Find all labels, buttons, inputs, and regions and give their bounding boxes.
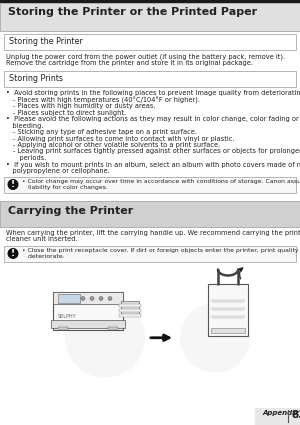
Bar	[0, 201, 300, 227]
Text: cleaner unit inserted.: cleaner unit inserted.	[6, 236, 78, 242]
Bar	[119, 309, 141, 312]
Text: •  Please avoid the following actions as they may result in color change, color : • Please avoid the following actions as …	[6, 116, 300, 122]
Bar	[58, 294, 80, 303]
Circle shape	[81, 297, 85, 300]
Circle shape	[90, 297, 94, 300]
Bar	[53, 292, 123, 303]
Text: Storing Prints: Storing Prints	[9, 74, 63, 83]
Bar	[212, 315, 244, 317]
Text: Storing the Printer or the Printed Paper: Storing the Printer or the Printed Paper	[8, 7, 257, 17]
Bar	[53, 292, 123, 329]
Text: Storing the Printer: Storing the Printer	[9, 37, 83, 46]
Text: •  Avoid storing prints in the following places to prevent image quality from de: • Avoid storing prints in the following …	[6, 90, 300, 96]
Bar	[119, 314, 141, 317]
Bar	[4, 34, 296, 50]
Text: SELPHY: SELPHY	[58, 314, 76, 318]
Bar	[212, 308, 244, 309]
Text: - Places with high temperatures (40°C/104°F or higher).: - Places with high temperatures (40°C/10…	[13, 96, 200, 104]
Bar	[211, 328, 245, 332]
Circle shape	[8, 248, 19, 259]
Text: Unplug the power cord from the power outlet (if using the battery pack, remove i: Unplug the power cord from the power out…	[6, 53, 285, 60]
Text: • Close the print receptacle cover. If dirt or foreign objects enter the printer: • Close the print receptacle cover. If d…	[22, 247, 300, 252]
Text: liability for color changes.: liability for color changes.	[22, 185, 108, 190]
Bar	[0, 0, 300, 3]
Text: •  If you wish to mount prints in an album, select an album with photo covers ma: • If you wish to mount prints in an albu…	[6, 162, 300, 167]
Circle shape	[108, 297, 112, 300]
Bar	[0, 3, 300, 31]
Text: !: !	[11, 180, 15, 189]
Text: Carrying the Printer: Carrying the Printer	[8, 206, 133, 215]
Text: - Places subject to direct sunlight.: - Places subject to direct sunlight.	[13, 110, 126, 116]
Text: 83: 83	[291, 410, 300, 420]
Text: - Leaving print surfaces tightly pressed against other surfaces or objects for p: - Leaving print surfaces tightly pressed…	[13, 148, 300, 155]
Circle shape	[99, 297, 103, 300]
Circle shape	[8, 179, 19, 190]
Text: - Places with high humidity or dusty areas.: - Places with high humidity or dusty are…	[13, 103, 155, 109]
Bar	[108, 326, 118, 329]
Text: Remove the cartridge from the printer and store it in its original package.: Remove the cartridge from the printer an…	[6, 60, 253, 65]
Text: periods.: periods.	[13, 155, 46, 161]
Text: bleeding.: bleeding.	[6, 122, 43, 128]
Bar	[212, 300, 244, 301]
Text: Appendix: Appendix	[262, 410, 299, 416]
Text: !: !	[11, 249, 15, 258]
Circle shape	[65, 298, 145, 378]
Bar	[4, 176, 296, 193]
Bar	[255, 408, 300, 425]
Text: - Sticking any type of adhesive tape on a print surface.: - Sticking any type of adhesive tape on …	[13, 129, 197, 135]
Bar	[58, 326, 68, 329]
Bar	[208, 283, 248, 335]
Text: When carrying the printer, lift the carrying handle up. We recommend carrying th: When carrying the printer, lift the carr…	[6, 230, 300, 235]
Circle shape	[180, 303, 250, 373]
Bar	[119, 303, 141, 306]
Text: • Color change may occur over time in accordance with conditions of storage. Can: • Color change may occur over time in ac…	[22, 178, 300, 184]
Text: - Applying alcohol or other volatile solvents to a print surface.: - Applying alcohol or other volatile sol…	[13, 142, 220, 148]
Text: - Allowing print surfaces to come into contact with vinyl or plastic.: - Allowing print surfaces to come into c…	[13, 136, 235, 142]
Text: polypropylene or cellophane.: polypropylene or cellophane.	[6, 168, 110, 174]
Bar	[4, 246, 296, 261]
Bar	[51, 320, 125, 328]
Text: deteriorate.: deteriorate.	[22, 254, 65, 259]
Bar	[4, 71, 296, 87]
Bar	[121, 300, 139, 314]
